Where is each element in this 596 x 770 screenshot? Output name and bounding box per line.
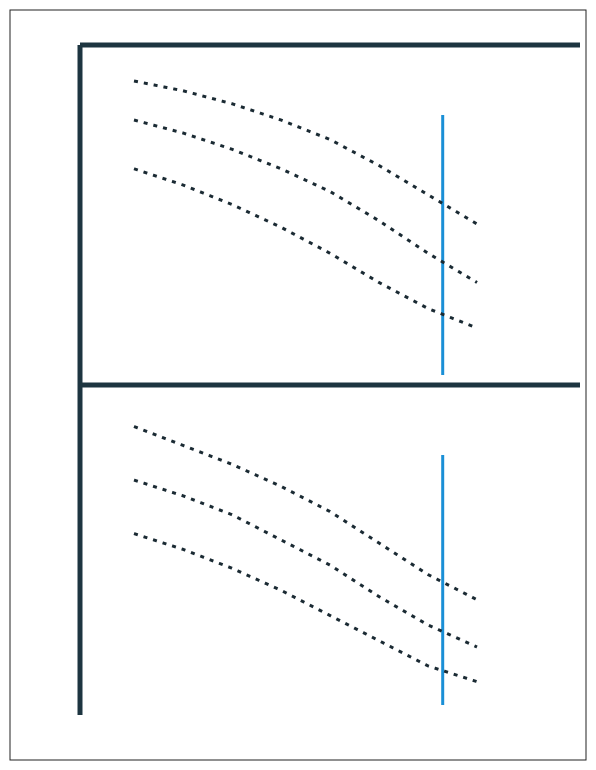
figure (0, 0, 596, 770)
